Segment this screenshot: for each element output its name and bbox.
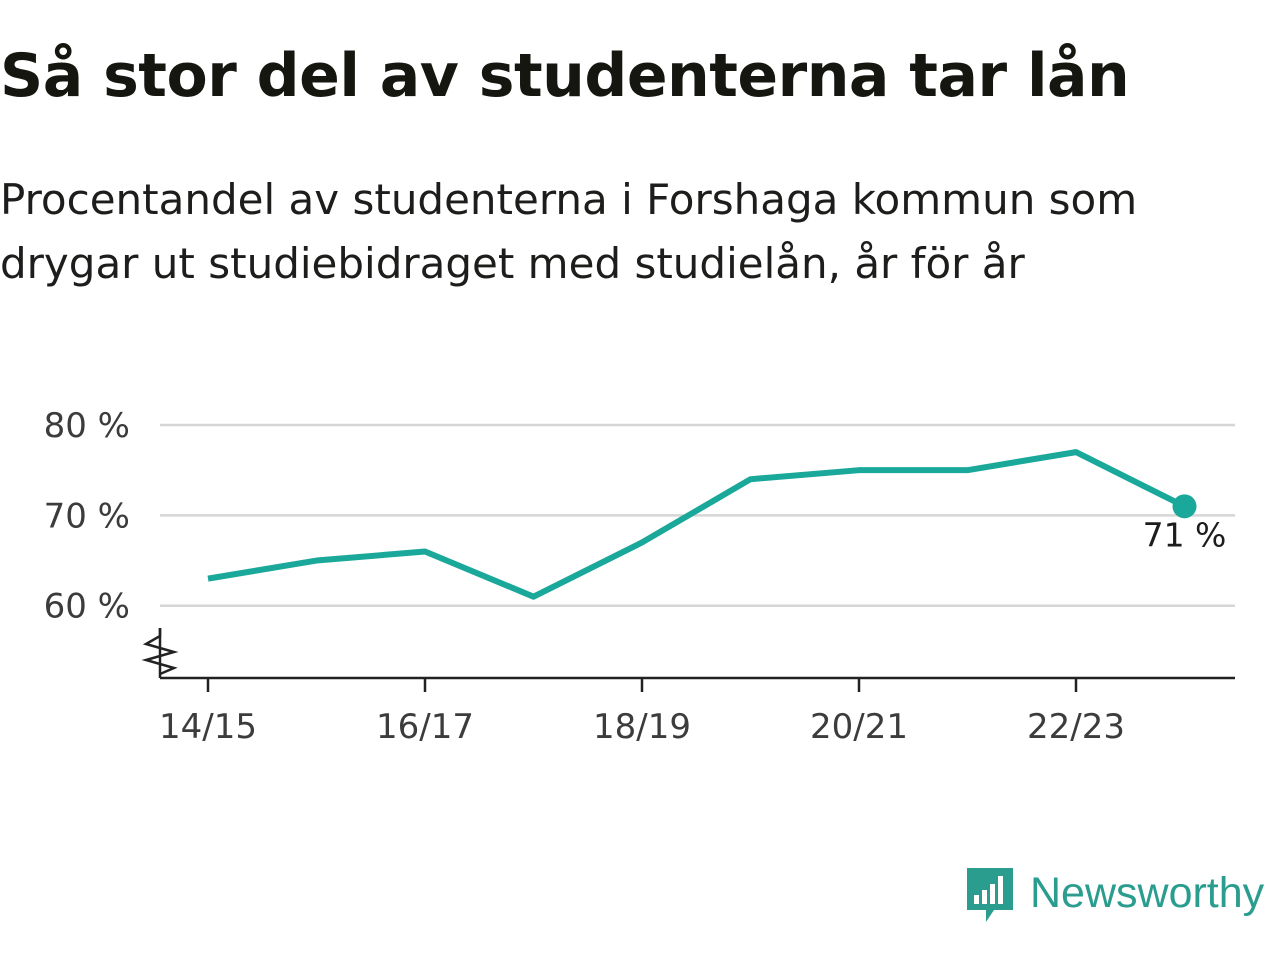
series-line <box>207 449 1186 600</box>
x-tick-label-20/21: 20/21 <box>810 707 908 747</box>
y-tick-labels: 60 % 70 % 80 % <box>44 406 130 627</box>
y-tick-label-80: 80 % <box>44 406 130 446</box>
axis-break-zigzag <box>141 628 179 676</box>
series-line-group: 71 % <box>207 449 1229 600</box>
subtitle-line-1: Procentandel av studenterna i Forshaga k… <box>0 175 1138 224</box>
brand-name: Newsworthy <box>1030 868 1265 917</box>
x-axis <box>158 628 1235 692</box>
x-tick-label-16/17: 16/17 <box>376 707 474 747</box>
last-value-label: 71 % <box>1143 515 1227 554</box>
axis-break-icon <box>141 628 179 676</box>
y-tick-label-70: 70 % <box>44 496 130 536</box>
x-tick-label-22/23: 22/23 <box>1027 707 1125 747</box>
chart-subtitle: Procentandel av studenterna i Forshaga k… <box>0 168 1240 296</box>
x-tick-labels: 14/15 16/17 18/19 20/21 22/23 <box>159 707 1125 747</box>
newsworthy-logo: Newsworthy <box>964 864 1264 928</box>
y-tick-label-60: 60 % <box>44 587 130 627</box>
subtitle-line-2: drygar ut studiebidraget med studielån, … <box>0 239 1025 288</box>
x-tick-label-14/15: 14/15 <box>159 707 257 747</box>
bar-chart-speech-bubble-icon <box>967 868 1013 922</box>
last-point-marker <box>1172 494 1197 519</box>
x-tick-label-18/19: 18/19 <box>593 707 691 747</box>
gridlines <box>160 423 1235 607</box>
chart-title: Så stor del av studenterna tar lån <box>0 41 1130 111</box>
